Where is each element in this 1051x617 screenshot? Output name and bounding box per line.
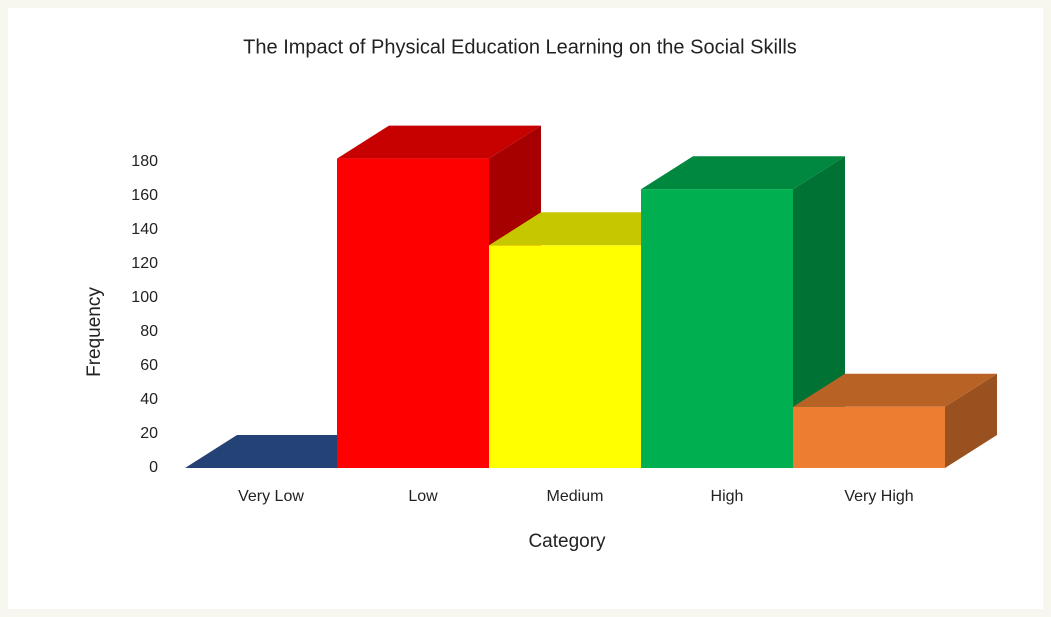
bar [793,406,945,468]
bar-top [641,156,845,190]
x-tick-label: Medium [547,488,604,505]
x-tick-label: High [711,488,744,505]
bar-top [793,373,997,407]
y-tick-label: 40 [140,391,158,408]
x-tick-label: Very High [844,488,913,505]
bar-side [945,373,997,468]
bar [337,158,489,468]
x-tick-label: Very Low [238,488,304,505]
y-axis-label: Frequency [84,287,105,377]
bar [641,189,793,468]
y-tick-label: 120 [131,255,158,272]
bar-top [337,125,541,159]
y-tick-label: 60 [140,357,158,374]
chart-title: The Impact of Physical Education Learnin… [243,36,797,58]
x-tick-label: Low [408,488,438,505]
y-tick-label: 180 [131,153,158,170]
y-tick-label: 100 [131,289,158,306]
bar [489,245,641,468]
y-tick-label: 20 [140,425,158,442]
x-axis-label: Category [528,531,606,552]
y-tick-label: 160 [131,187,158,204]
y-tick-label: 140 [131,221,158,238]
y-tick-label: 0 [149,459,158,476]
y-tick-label: 80 [140,323,158,340]
